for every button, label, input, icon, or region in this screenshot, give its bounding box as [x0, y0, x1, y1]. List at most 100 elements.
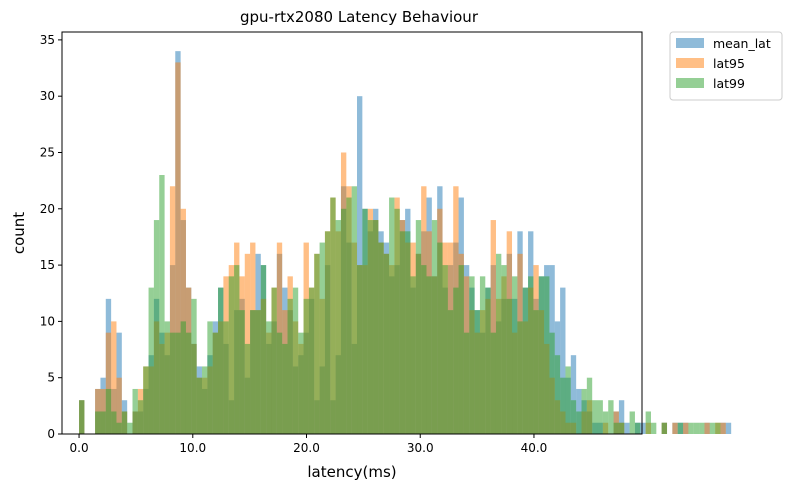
- bar-lat99: [399, 231, 406, 434]
- x-tick-label: 20.0: [293, 441, 320, 455]
- bar-lat99: [597, 400, 603, 434]
- legend-label: lat95: [713, 56, 745, 71]
- bar-lat99: [458, 265, 464, 434]
- y-tick-label: 0: [47, 427, 55, 441]
- bar-lat99: [335, 220, 341, 434]
- bar-lat99: [463, 332, 470, 434]
- bar-lat99: [223, 321, 229, 434]
- bar-mean_lat: [576, 388, 582, 434]
- bar-lat99: [608, 400, 614, 434]
- bar-lat99: [570, 400, 577, 434]
- bar-lat99: [533, 310, 539, 434]
- bar-lat99: [132, 388, 138, 434]
- bar-lat99: [116, 422, 122, 434]
- bar-lat99: [592, 400, 598, 434]
- chart-title: gpu-rtx2080 Latency Behaviour: [240, 8, 479, 26]
- bar-mean_lat: [640, 422, 646, 434]
- bar-lat99: [688, 422, 694, 434]
- bar-lat99: [159, 175, 165, 434]
- y-tick-label: 35: [40, 33, 55, 47]
- bar-lat99: [319, 242, 325, 434]
- bar-lat99: [196, 377, 202, 434]
- bar-lat99: [357, 265, 363, 434]
- bar-lat99: [185, 332, 192, 434]
- bar-lat99: [453, 287, 459, 434]
- bar-lat95: [95, 388, 101, 434]
- bar-lat99: [517, 321, 523, 434]
- bar-lat99: [581, 388, 587, 434]
- bar-lat99: [618, 422, 625, 434]
- bar-lat99: [715, 422, 721, 434]
- bar-lat99: [495, 253, 502, 434]
- bar-lat99: [303, 298, 309, 434]
- bar-lat99: [180, 321, 186, 434]
- bar-lat99: [410, 276, 416, 434]
- legend-item-lat99: lat99: [676, 76, 745, 91]
- bar-lat99: [650, 422, 657, 434]
- bar-lat99: [137, 400, 144, 434]
- legend-swatch: [676, 38, 704, 48]
- bar-lat99: [709, 422, 716, 434]
- bar-lat99: [469, 276, 475, 434]
- bar-lat99: [308, 287, 315, 434]
- x-axis: 0.0 10.0 20.0 30.0 40.0: [70, 434, 547, 455]
- bar-mean_lat: [725, 422, 732, 434]
- bar-lat99: [228, 276, 235, 434]
- y-tick-label: 5: [47, 371, 55, 385]
- bar-lat99: [437, 242, 443, 434]
- bar-lat99: [485, 287, 491, 434]
- legend-label: mean_lat: [713, 36, 771, 51]
- legend-item-mean_lat: mean_lat: [676, 36, 771, 51]
- bar-lat99: [415, 220, 422, 434]
- x-tick-label: 0.0: [70, 441, 89, 455]
- bar-lat99: [544, 276, 550, 434]
- histogram-bars: [79, 51, 732, 435]
- bar-lat99: [613, 422, 619, 434]
- bar-lat99: [490, 332, 496, 434]
- bar-lat99: [479, 276, 486, 434]
- bar-lat99: [538, 276, 545, 434]
- y-axis-title: count: [10, 212, 28, 254]
- bar-lat99: [506, 298, 513, 434]
- bar-lat99: [298, 332, 304, 434]
- bar-lat99: [512, 276, 518, 434]
- bar-lat99: [367, 220, 374, 434]
- y-axis: 0 5 10 15 20 25 30 35: [40, 33, 62, 441]
- bar-lat99: [383, 253, 390, 434]
- bar-lat99: [111, 411, 117, 434]
- bar-lat99: [629, 411, 635, 434]
- bar-lat95: [720, 422, 726, 434]
- bar-lat99: [522, 287, 529, 434]
- legend-swatch: [676, 78, 704, 88]
- bar-lat99: [143, 366, 149, 434]
- bar-lat99: [378, 242, 384, 434]
- bar-lat99: [314, 253, 320, 434]
- bar-lat99: [191, 298, 197, 434]
- legend-swatch: [676, 58, 704, 68]
- bar-lat95: [100, 388, 106, 434]
- bar-lat99: [153, 220, 160, 434]
- y-tick-label: 15: [40, 258, 55, 272]
- bar-lat99: [218, 287, 224, 434]
- bar-lat99: [554, 355, 561, 434]
- bar-lat99: [212, 332, 219, 434]
- bar-lat99: [244, 343, 251, 434]
- series-lat99: [79, 175, 721, 434]
- bar-lat99: [239, 310, 245, 434]
- bar-lat99: [501, 265, 507, 434]
- bar-lat99: [549, 332, 555, 434]
- bar-lat99: [79, 400, 85, 434]
- bar-lat99: [202, 366, 208, 434]
- y-tick-label: 25: [40, 145, 55, 159]
- bar-lat99: [576, 411, 582, 434]
- bar-lat99: [421, 265, 427, 434]
- bar-lat99: [127, 422, 133, 434]
- bar-lat99: [346, 197, 352, 434]
- bar-lat99: [661, 422, 668, 434]
- bar-lat99: [645, 411, 651, 434]
- bar-mean_lat: [570, 355, 577, 434]
- bar-lat99: [362, 208, 368, 434]
- bar-lat95: [490, 220, 496, 434]
- bar-lat95: [105, 332, 112, 434]
